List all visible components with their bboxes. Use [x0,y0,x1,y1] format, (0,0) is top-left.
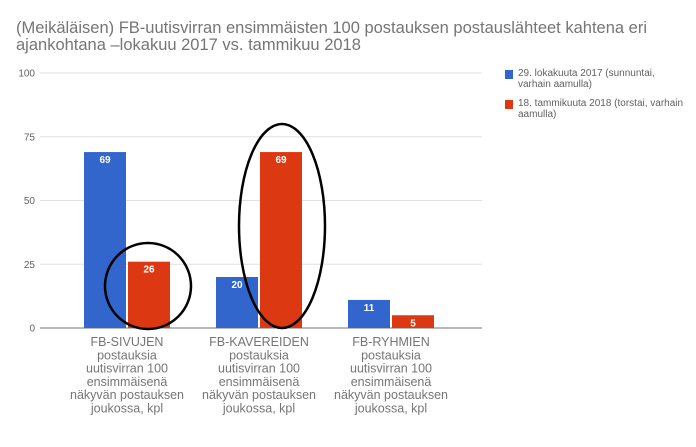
x-tick-label: näkyvän postauksen [70,388,184,402]
data-label: 20 [231,280,243,291]
x-tick-label: joukossa, kpl [90,402,163,416]
annotation-circle [103,241,193,331]
bar-1-1 [260,152,302,328]
bar-1-0 [216,277,258,328]
x-tick-label: ensimmäisenä [219,375,300,389]
x-tick-label: FB-KAVEREIDEN [209,335,309,349]
legend-swatch-2017 [505,70,513,79]
x-tick-label: joukossa, kpl [354,402,427,416]
bar-2-0 [348,299,390,328]
bar-0-1 [128,261,170,328]
data-label: 26 [143,265,155,276]
x-tick-label: postauksia [361,348,421,362]
x-tick-label: ensimmäisenä [87,375,168,389]
y-tick-label: 0 [29,324,35,335]
bar-0-0 [84,152,126,328]
x-tick-label: postauksia [229,348,289,362]
data-label: 11 [364,303,375,314]
x-tick-label: näkyvän postauksen [202,388,316,402]
x-tick-label: ensimmäisenä [351,375,432,389]
x-tick-label: joukossa, kpl [222,402,295,416]
y-tick-label: 50 [24,196,36,207]
x-tick-label: uutisvirran 100 [86,362,168,376]
legend-label-2018: 18. tammikuuta 2018 (torstai, varhain aa… [518,98,684,120]
data-label: 69 [99,155,111,166]
x-tick-label: uutisvirran 100 [218,362,300,376]
legend-label-2017: 29. lokakuuta 2017 (sunnuntai, varhain a… [518,68,655,90]
legend-swatch-2018 [505,100,513,109]
y-tick-label: 25 [24,260,36,271]
x-tick-label: postauksia [97,348,157,362]
y-tick-label: 100 [18,69,35,80]
bar-2-1 [392,315,434,328]
data-label: 5 [410,318,416,329]
x-tick-label: näkyvän postauksen [334,388,448,402]
chart-title: (Meikäläisen) FB-uutisvirran ensimmäiste… [16,19,647,54]
annotation-ellipse [237,122,327,330]
y-tick-label: 75 [24,132,36,143]
x-tick-label: FB-SIVUJEN [91,335,164,349]
x-tick-label: uutisvirran 100 [350,362,432,376]
x-tick-label: FB-RYHMIEN [352,335,430,349]
data-label: 69 [275,155,287,166]
